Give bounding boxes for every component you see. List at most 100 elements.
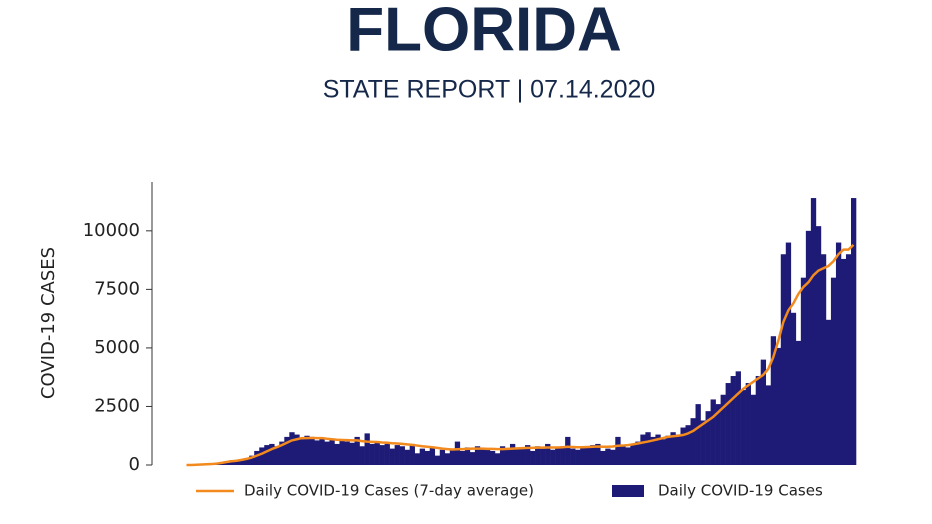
bar <box>690 418 696 465</box>
bar <box>304 435 310 465</box>
bar <box>645 432 651 465</box>
bar <box>525 445 531 465</box>
bar <box>474 446 481 465</box>
bar <box>545 443 551 465</box>
bar <box>499 446 506 465</box>
bar <box>740 390 746 465</box>
bar <box>344 441 350 465</box>
bar <box>454 441 461 465</box>
bar <box>585 447 591 465</box>
bar <box>269 443 275 465</box>
bar <box>484 449 491 465</box>
bar <box>705 411 711 465</box>
bar <box>439 449 446 465</box>
bar <box>535 446 541 465</box>
bar <box>820 254 827 465</box>
bar <box>630 443 636 465</box>
bar <box>825 319 832 465</box>
bar <box>254 450 260 465</box>
bar <box>575 449 581 465</box>
bar <box>785 242 792 465</box>
bar <box>605 448 611 465</box>
bar <box>509 443 516 465</box>
bar <box>309 436 315 465</box>
bar <box>364 433 370 465</box>
bar <box>600 450 606 465</box>
bar <box>324 441 330 465</box>
bar <box>264 445 270 465</box>
bar <box>795 340 802 465</box>
bar <box>504 449 511 465</box>
bar <box>595 443 601 465</box>
y-tick-label: 0 <box>129 454 140 475</box>
bar <box>815 226 822 465</box>
bar <box>464 447 471 465</box>
bar <box>229 460 235 465</box>
bar <box>479 448 486 465</box>
bar <box>469 452 476 465</box>
bar <box>835 242 842 465</box>
y-tick-label: 7500 <box>94 278 140 299</box>
bar <box>615 436 621 465</box>
bar <box>284 436 290 465</box>
bar <box>805 230 812 465</box>
bar <box>770 336 777 465</box>
bar <box>810 198 817 466</box>
bar <box>379 445 385 465</box>
bar <box>414 453 421 465</box>
bar <box>404 449 410 465</box>
bar <box>565 436 571 465</box>
bar <box>319 438 325 465</box>
bar <box>489 450 496 465</box>
bar <box>239 459 245 465</box>
bar <box>850 198 857 466</box>
bar <box>580 446 586 465</box>
bar <box>665 435 671 465</box>
bar <box>660 439 666 465</box>
bar <box>560 446 566 465</box>
bar <box>449 448 456 465</box>
bar <box>675 434 681 465</box>
bar <box>419 448 426 465</box>
bar <box>570 448 576 465</box>
chart-title: FLORIDA <box>346 0 622 64</box>
bar <box>354 436 360 465</box>
bar <box>444 453 451 465</box>
bar <box>394 445 400 465</box>
bar <box>745 383 751 465</box>
bar <box>760 359 767 465</box>
bar <box>424 450 431 465</box>
bar <box>540 448 546 465</box>
bar <box>550 449 556 465</box>
bar <box>780 254 787 465</box>
bar <box>399 446 405 465</box>
y-tick-label: 10000 <box>83 220 140 241</box>
bar <box>520 447 526 465</box>
legend-label: Daily COVID-19 Cases (7-day average) <box>244 482 534 500</box>
bar <box>359 446 365 465</box>
bar <box>710 399 716 465</box>
bar <box>514 448 521 465</box>
y-tick-label: 5000 <box>94 337 140 358</box>
bar <box>790 312 797 465</box>
bar <box>224 461 230 465</box>
bar <box>349 442 355 465</box>
bar <box>620 446 626 465</box>
bar <box>750 394 757 465</box>
bar <box>725 383 731 465</box>
bar <box>775 347 782 465</box>
bar <box>830 277 837 465</box>
bar <box>279 441 285 465</box>
bar <box>555 447 561 465</box>
bar <box>715 404 721 465</box>
bar <box>655 434 661 465</box>
legend-swatch <box>612 485 644 497</box>
bar <box>635 441 641 465</box>
bar <box>409 443 415 465</box>
bar <box>294 434 300 465</box>
bar <box>845 254 852 465</box>
bar <box>610 449 616 465</box>
bar <box>384 443 390 465</box>
